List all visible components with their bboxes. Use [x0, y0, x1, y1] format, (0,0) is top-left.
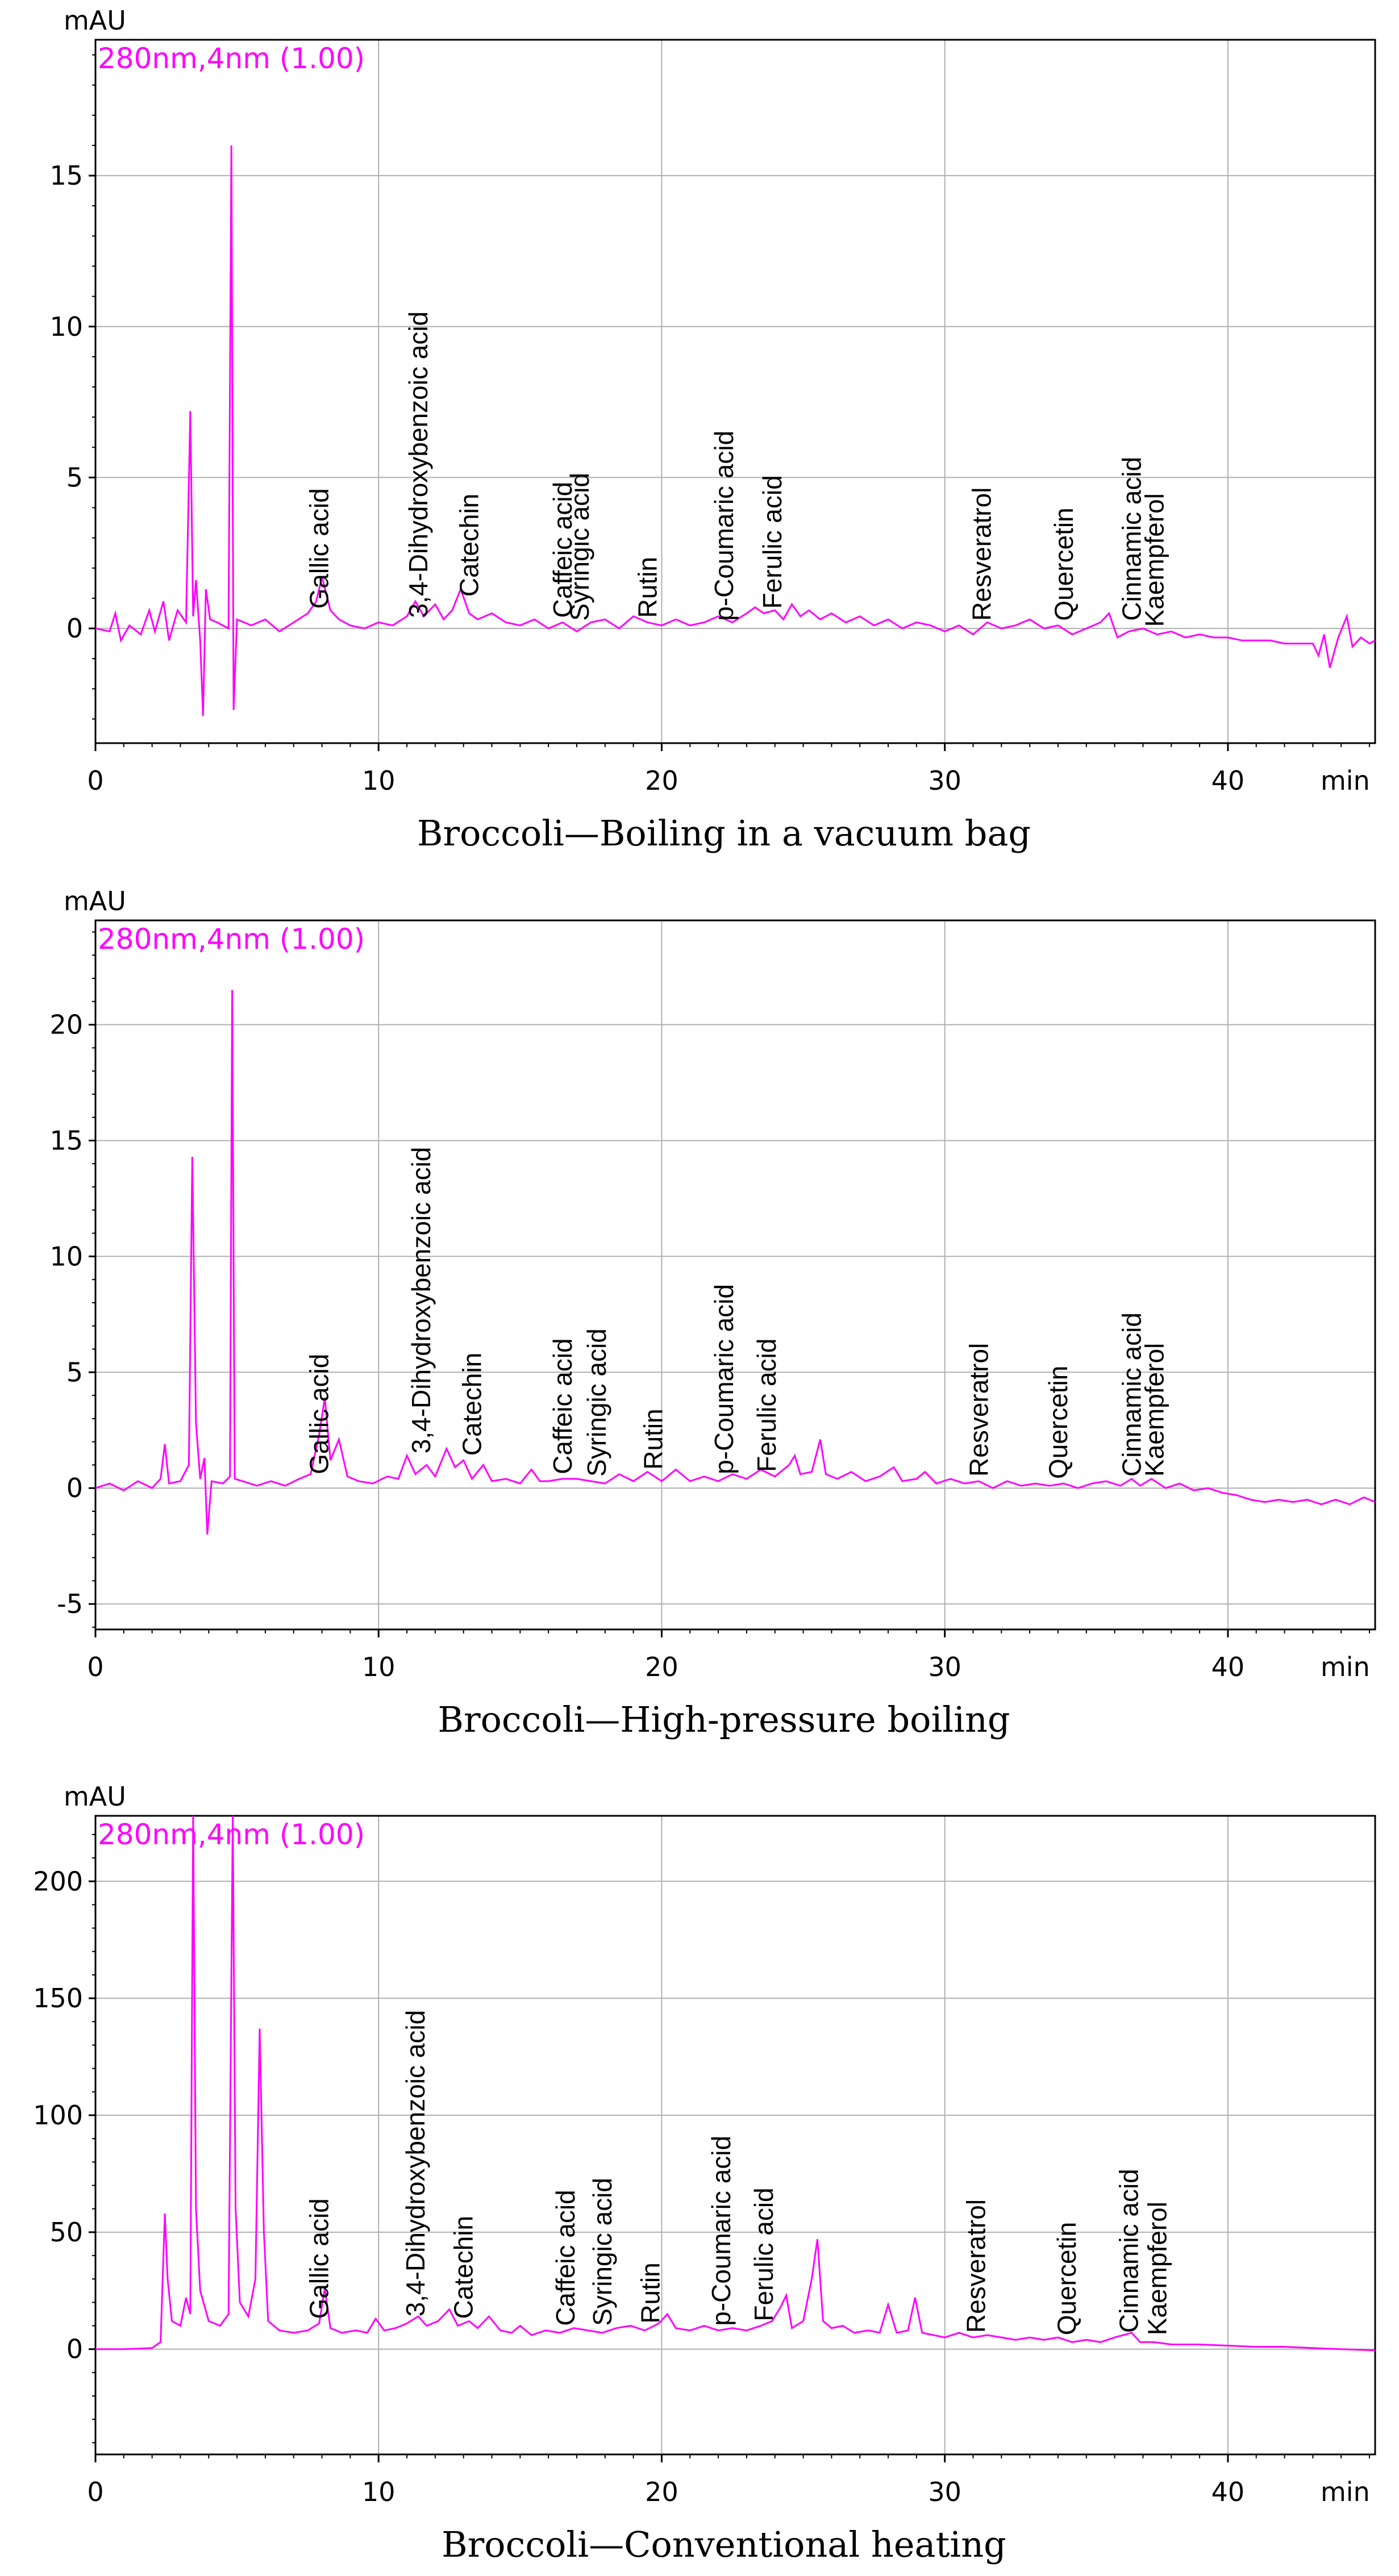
x-tick-label: 30	[928, 2477, 961, 2507]
x-tick-label: 0	[87, 765, 103, 796]
peak-label: Cinnamic acid	[1117, 1312, 1147, 1477]
peak-label: 3,4-Dihydroxybenzoic acid	[403, 311, 433, 618]
grid-lines	[95, 1816, 1375, 2454]
peak-label: Kaempferol	[1139, 1343, 1169, 1477]
y-tick-label: 200	[33, 1866, 83, 1896]
x-tick-label: 40	[1211, 765, 1245, 796]
x-tick-label: 40	[1211, 1652, 1245, 1682]
chart-panel-2: -5 0 5 10 15 20 0 10 20 30 40 mAU min 280nm,4nm (1.00…	[49, 886, 1376, 1740]
x-tick-label: 10	[362, 1652, 395, 1682]
peak-label: Caffeic acid	[548, 482, 577, 618]
y-tick-label: 10	[49, 1241, 83, 1272]
y-tick-label: -5	[57, 1589, 83, 1619]
y-tick-label: 0	[66, 1473, 83, 1503]
peak-label: 3,4-Dihydroxybenzoic acid	[401, 2010, 430, 2317]
peak-label: p-Coumaric acid	[709, 1284, 739, 1474]
y-axis-label: mAU	[64, 5, 126, 36]
x-tick-label: 20	[645, 2477, 678, 2507]
peak-label: Syringic acid	[565, 473, 594, 621]
peak-label: Ferulic acid	[752, 1339, 781, 1472]
panel-caption: Broccoli—Conventional heating	[442, 2524, 1006, 2565]
y-axis-label: mAU	[64, 886, 126, 916]
peak-label: p-Coumaric acid	[706, 2136, 736, 2326]
x-axis-label: min	[1321, 765, 1370, 796]
x-tick-label: 20	[645, 765, 678, 796]
x-tick-label: 30	[928, 1652, 961, 1682]
peak-label: Syringic acid	[582, 1328, 611, 1477]
plot-frame	[94, 919, 1376, 1631]
y-tick-label: 50	[49, 2217, 83, 2248]
peak-label: Syringic acid	[588, 2178, 617, 2326]
peak-label: Resveratrol	[961, 2199, 990, 2333]
peak-label: Quercetin	[1043, 1366, 1073, 1479]
detector-wavelength-label: 280nm,4nm (1.00)	[98, 923, 365, 956]
detector-wavelength-label: 280nm,4nm (1.00)	[98, 1818, 365, 1851]
peak-label: Caffeic acid	[551, 2190, 580, 2326]
chromatogram-trace	[95, 1816, 1375, 2352]
peak-label: Caffeic acid	[548, 1338, 577, 1474]
chart-panel-3: 0 50 100 150 200 0 10 20 30 40 mAU min 280nm,4nm (1.…	[33, 1781, 1376, 2565]
panel-caption: Broccoli—Boiling in a vacuum bag	[417, 812, 1031, 854]
peak-label: Kaempferol	[1142, 2202, 1172, 2335]
x-tick-label: 10	[362, 765, 395, 796]
peak-label: Quercetin	[1049, 507, 1079, 620]
y-axis-label: mAU	[64, 1781, 126, 1812]
peak-label: Ferulic acid	[749, 2187, 778, 2321]
peak-label: Rutin	[633, 557, 663, 618]
panel-caption: Broccoli—High-pressure boiling	[438, 1699, 1010, 1740]
y-tick-label: 150	[33, 1983, 83, 2014]
y-tick-label: 20	[49, 1010, 83, 1040]
plot-frame	[94, 39, 1376, 744]
peak-label: p-Coumaric acid	[709, 431, 739, 621]
x-axis-label: min	[1321, 2477, 1370, 2507]
chromatogram-trace	[95, 990, 1375, 1535]
peak-label: Rutin	[636, 2262, 665, 2323]
grid-lines	[95, 40, 1375, 743]
y-tick-label: 0	[66, 613, 83, 644]
x-tick-label: 40	[1211, 2477, 1245, 2507]
peak-label: Kaempferol	[1139, 493, 1169, 627]
x-axis-label: min	[1321, 1652, 1370, 1682]
peak-label: Resveratrol	[967, 487, 996, 621]
peak-label: Rutin	[639, 1408, 668, 1469]
grid-lines	[95, 920, 1375, 1629]
peak-label: 3,4-Dihydroxybenzoic acid	[406, 1147, 436, 1454]
peak-label: Resveratrol	[964, 1343, 993, 1477]
y-tick-label: 100	[33, 2100, 83, 2131]
y-tick-label: 5	[66, 462, 83, 493]
y-tick-label: 15	[49, 160, 83, 191]
peak-label: Ferulic acid	[757, 475, 787, 608]
x-tick-label: 20	[645, 1652, 678, 1682]
x-tick-label: 0	[87, 2477, 103, 2507]
x-tick-label: 30	[928, 765, 961, 796]
peak-label: Cinnamic acid	[1114, 2169, 1144, 2333]
peak-label: Catechin	[457, 1353, 487, 1456]
chromatogram-trace	[95, 145, 1375, 716]
peak-label: Gallic acid	[305, 1354, 334, 1474]
y-tick-label: 10	[49, 311, 83, 342]
plot-frame	[94, 1815, 1376, 2456]
chart-panel-1: 0 5 10 15 0 10 20 30 40 mAU min 280nm,4nm (1.00) Gal…	[49, 5, 1376, 854]
peak-label: Gallic acid	[305, 488, 334, 608]
detector-wavelength-label: 280nm,4nm (1.00)	[98, 42, 365, 75]
x-tick-label: 0	[87, 1652, 103, 1682]
peak-label: Quercetin	[1052, 2222, 1081, 2335]
peak-label: Catechin	[449, 2216, 478, 2319]
x-tick-label: 10	[362, 2477, 395, 2507]
peak-label: Catechin	[455, 494, 484, 597]
y-tick-label: 5	[66, 1357, 83, 1387]
peak-label: Gallic acid	[305, 2198, 334, 2319]
y-tick-label: 15	[49, 1125, 83, 1156]
peak-label: Cinnamic acid	[1117, 457, 1147, 621]
y-tick-label: 0	[66, 2334, 83, 2365]
